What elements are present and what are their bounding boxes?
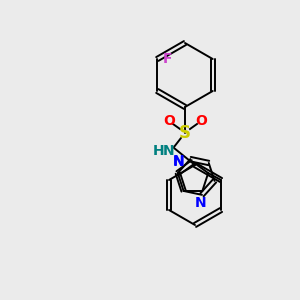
Text: N: N	[173, 155, 184, 169]
Text: H: H	[153, 144, 165, 158]
Text: O: O	[163, 114, 175, 128]
Text: O: O	[195, 114, 207, 128]
Text: N: N	[163, 144, 175, 158]
Text: S: S	[179, 124, 191, 142]
Text: N: N	[173, 154, 184, 168]
Text: F: F	[162, 52, 172, 66]
Text: N: N	[195, 196, 206, 210]
